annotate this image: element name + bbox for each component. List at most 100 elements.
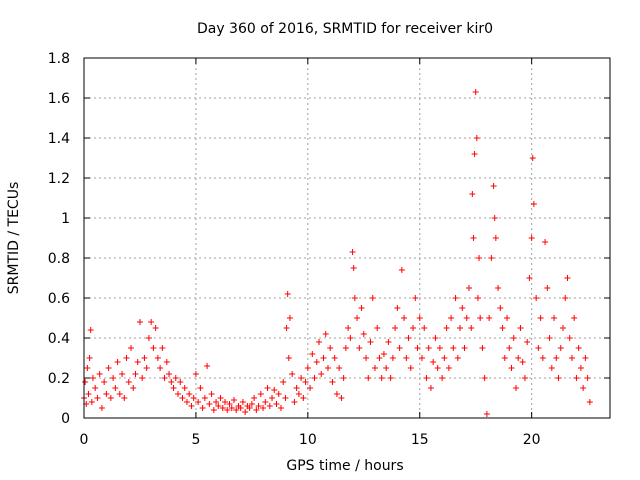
data-point [360, 331, 367, 337]
data-point [434, 365, 441, 371]
data-point [313, 359, 320, 365]
data-point [508, 365, 515, 371]
data-point [356, 345, 363, 351]
x-axis-label: GPS time / hours [286, 458, 403, 474]
data-point [85, 391, 92, 397]
data-point [222, 399, 229, 405]
data-point [215, 403, 222, 409]
data-point [264, 385, 271, 391]
data-point [289, 371, 296, 377]
data-point [342, 345, 349, 351]
data-point [539, 355, 546, 361]
data-point [383, 365, 390, 371]
data-point [473, 135, 480, 141]
data-point [495, 285, 502, 291]
data-point [571, 315, 578, 321]
data-point [150, 345, 157, 351]
data-point [293, 385, 300, 391]
data-point [351, 295, 358, 301]
data-point [119, 371, 126, 377]
data-point [101, 379, 108, 385]
data-point [418, 355, 425, 361]
data-point [329, 379, 336, 385]
data-point [546, 335, 553, 341]
data-point [358, 305, 365, 311]
y-tick-label: 1.6 [48, 91, 70, 107]
data-point [347, 335, 354, 341]
data-point [367, 339, 374, 345]
x-tick-label: 0 [80, 432, 89, 448]
data-point [350, 265, 357, 271]
data-point [219, 405, 226, 411]
data-point [311, 375, 318, 381]
data-point [96, 371, 103, 377]
data-point [316, 339, 323, 345]
data-point [376, 355, 383, 361]
data-point [322, 331, 329, 337]
data-point [544, 285, 551, 291]
data-point [285, 355, 292, 361]
data-point [148, 319, 155, 325]
data-point [233, 407, 240, 413]
data-point [526, 275, 533, 281]
data-point [461, 345, 468, 351]
data-point [476, 255, 483, 261]
x-tick-label: 15 [411, 432, 429, 448]
data-point [154, 355, 161, 361]
data-point [159, 345, 166, 351]
data-point [309, 351, 316, 357]
data-point [103, 391, 110, 397]
data-point [132, 371, 139, 377]
data-point [275, 391, 282, 397]
y-tick-label: 0.8 [48, 251, 70, 267]
data-point [327, 345, 334, 351]
chart-title: Day 360 of 2016, SRMTID for receiver kir… [197, 21, 493, 37]
data-point [340, 375, 347, 381]
data-point [468, 325, 475, 331]
data-point [477, 315, 484, 321]
data-point [436, 345, 443, 351]
data-point [271, 387, 278, 393]
data-point [488, 255, 495, 261]
data-point [199, 405, 206, 411]
data-point [121, 395, 128, 401]
data-point [168, 379, 175, 385]
data-point [298, 375, 305, 381]
data-point [530, 201, 537, 207]
data-point [575, 345, 582, 351]
data-point [257, 391, 264, 397]
data-point [186, 391, 193, 397]
data-point [141, 355, 148, 361]
data-point [105, 365, 112, 371]
data-point [471, 151, 478, 157]
data-point [94, 395, 101, 401]
data-point [318, 371, 325, 377]
data-point [470, 235, 477, 241]
data-point [163, 359, 170, 365]
y-axis-label: SRMTID / TECUs [6, 182, 22, 295]
data-point [251, 395, 258, 401]
data-point [266, 403, 273, 409]
y-tick-label: 1 [61, 211, 70, 227]
data-point [512, 385, 519, 391]
data-point [515, 355, 522, 361]
data-point [551, 315, 558, 321]
y-tick-label: 0.4 [48, 331, 70, 347]
data-point [557, 345, 564, 351]
data-point [403, 355, 410, 361]
data-point [580, 385, 587, 391]
data-point [452, 295, 459, 301]
data-point [374, 325, 381, 331]
data-point [492, 235, 499, 241]
data-point [273, 401, 280, 407]
data-point [427, 385, 434, 391]
data-points [81, 89, 593, 417]
y-tick-label: 1.4 [48, 131, 70, 147]
data-point [504, 315, 511, 321]
data-point [86, 355, 93, 361]
data-point [562, 295, 569, 301]
data-point [486, 315, 493, 321]
data-point [529, 155, 536, 161]
data-point [230, 397, 237, 403]
